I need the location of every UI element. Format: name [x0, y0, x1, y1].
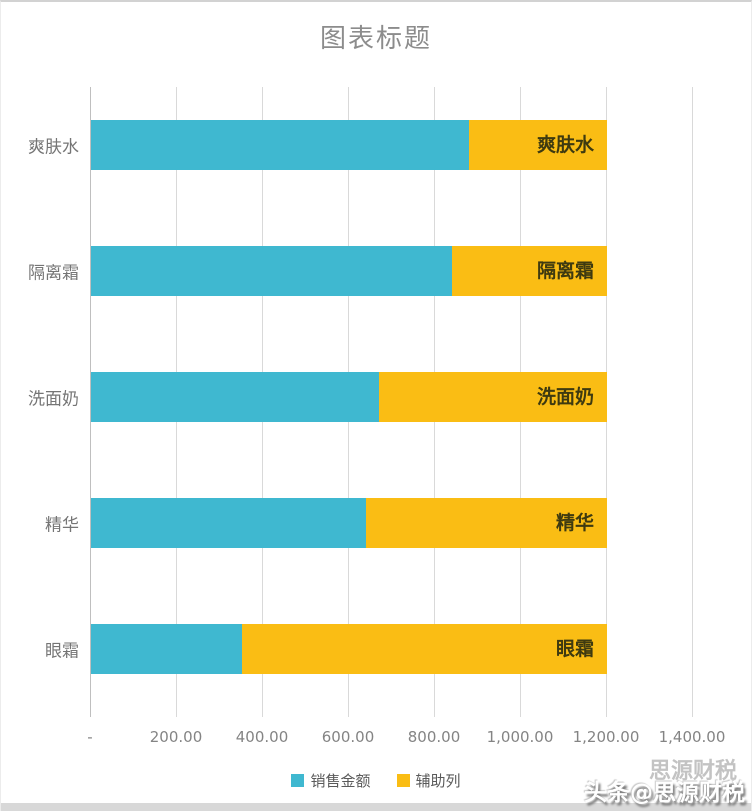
bar-segment-aux: 眼霜 — [241, 624, 607, 674]
bar-segment-sales — [91, 120, 470, 170]
legend-swatch — [396, 773, 410, 787]
legend: 销售金额 辅助列 — [1, 768, 751, 792]
watermark-ghost: 思源财税 — [648, 759, 737, 784]
bar-data-label: 精华 — [555, 512, 594, 534]
x-tick-label: 800.00 — [407, 728, 461, 746]
bar-segment-sales — [91, 246, 453, 296]
legend-label: 销售金额 — [310, 771, 371, 790]
x-tick-label: 200.00 — [149, 728, 203, 746]
y-axis-labels: 爽肤水隔离霜洗面奶精华眼霜 — [1, 87, 79, 717]
gridline — [692, 87, 693, 717]
x-tick-label: - — [87, 728, 93, 746]
bar-row: 精华 — [91, 498, 607, 548]
bar-segment-aux: 隔离霜 — [452, 246, 607, 296]
legend-item-aux: 辅助列 — [396, 770, 461, 791]
bar-segment-aux: 精华 — [366, 498, 607, 548]
y-axis-line — [90, 87, 91, 717]
category-label: 洗面奶 — [28, 389, 79, 410]
x-tick-label: 400.00 — [235, 728, 289, 746]
legend-label: 辅助列 — [415, 771, 461, 790]
legend-swatch — [291, 773, 305, 787]
bar-row: 眼霜 — [91, 624, 607, 674]
category-label: 眼霜 — [45, 641, 79, 662]
bar-segment-aux: 洗面奶 — [379, 372, 607, 422]
legend-item-sales: 销售金额 — [291, 770, 371, 791]
bar-segment-sales — [91, 624, 242, 674]
category-label: 隔离霜 — [28, 263, 79, 284]
bar-row: 隔离霜 — [91, 246, 607, 296]
x-tick-label: 1,200.00 — [572, 728, 640, 746]
watermark: 头条@思源财税 — [584, 780, 745, 806]
bar-data-label: 爽肤水 — [536, 134, 594, 156]
x-tick-label: 1,000.00 — [486, 728, 554, 746]
chart-title: 图表标题 — [319, 24, 432, 54]
x-tick-label: 1,400.00 — [658, 728, 726, 746]
bar-data-label: 洗面奶 — [536, 386, 594, 408]
bar-segment-sales — [91, 498, 367, 548]
bar-data-label: 眼霜 — [555, 638, 594, 660]
category-label: 精华 — [45, 515, 79, 536]
plot-area: 爽肤水隔离霜洗面奶精华眼霜 — [90, 87, 693, 717]
bar-data-label: 隔离霜 — [536, 260, 594, 282]
category-label: 爽肤水 — [28, 137, 79, 158]
bottom-strip — [1, 803, 751, 811]
bar-segment-aux: 爽肤水 — [469, 120, 607, 170]
x-tick-label: 600.00 — [321, 728, 375, 746]
bar-segment-sales — [91, 372, 380, 422]
bar-row: 爽肤水 — [91, 120, 607, 170]
bar-row: 洗面奶 — [91, 372, 607, 422]
x-axis-labels: - 200.00 400.00 600.00 800.00 1,000.00 1,200.0… — [1, 728, 751, 750]
